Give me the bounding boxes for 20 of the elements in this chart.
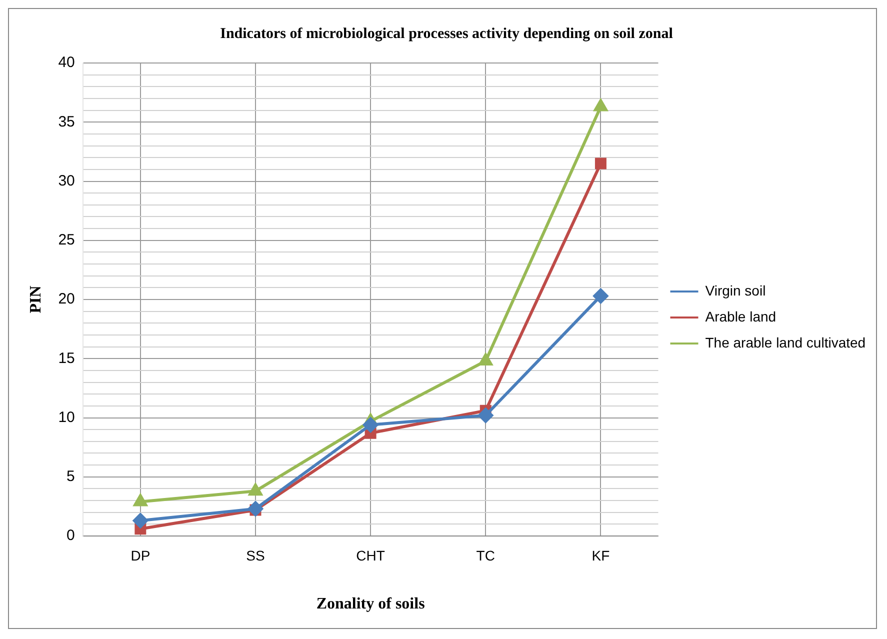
y-tick-label: 35 xyxy=(58,113,75,130)
y-tick-label: 40 xyxy=(58,54,75,72)
y-tick-label: 20 xyxy=(58,290,75,308)
y-tick-label: 10 xyxy=(58,408,75,426)
y-tick-label: 15 xyxy=(58,350,75,367)
y-tick-label: 5 xyxy=(66,468,75,486)
x-axis-title: Zonality of soils xyxy=(316,596,425,613)
legend-label: The arable land cultivated xyxy=(705,334,866,350)
legend-label: Virgin soil xyxy=(705,282,766,298)
x-tick-label: SS xyxy=(246,547,265,564)
x-tick-label: TC xyxy=(476,547,495,564)
legend-label: Arable land xyxy=(705,308,776,324)
y-tick-label: 25 xyxy=(58,232,75,249)
x-tick-label: DP xyxy=(130,547,150,564)
x-tick-label: KF xyxy=(592,547,610,564)
y-tick-label: 0 xyxy=(66,527,75,544)
y-axis-title: PIN xyxy=(28,285,45,314)
chart-title: Indicators of microbiological processes activity depending on soil zonal xyxy=(220,26,673,42)
y-tick-label: 30 xyxy=(58,172,75,190)
x-tick-label: CHT xyxy=(356,547,386,564)
